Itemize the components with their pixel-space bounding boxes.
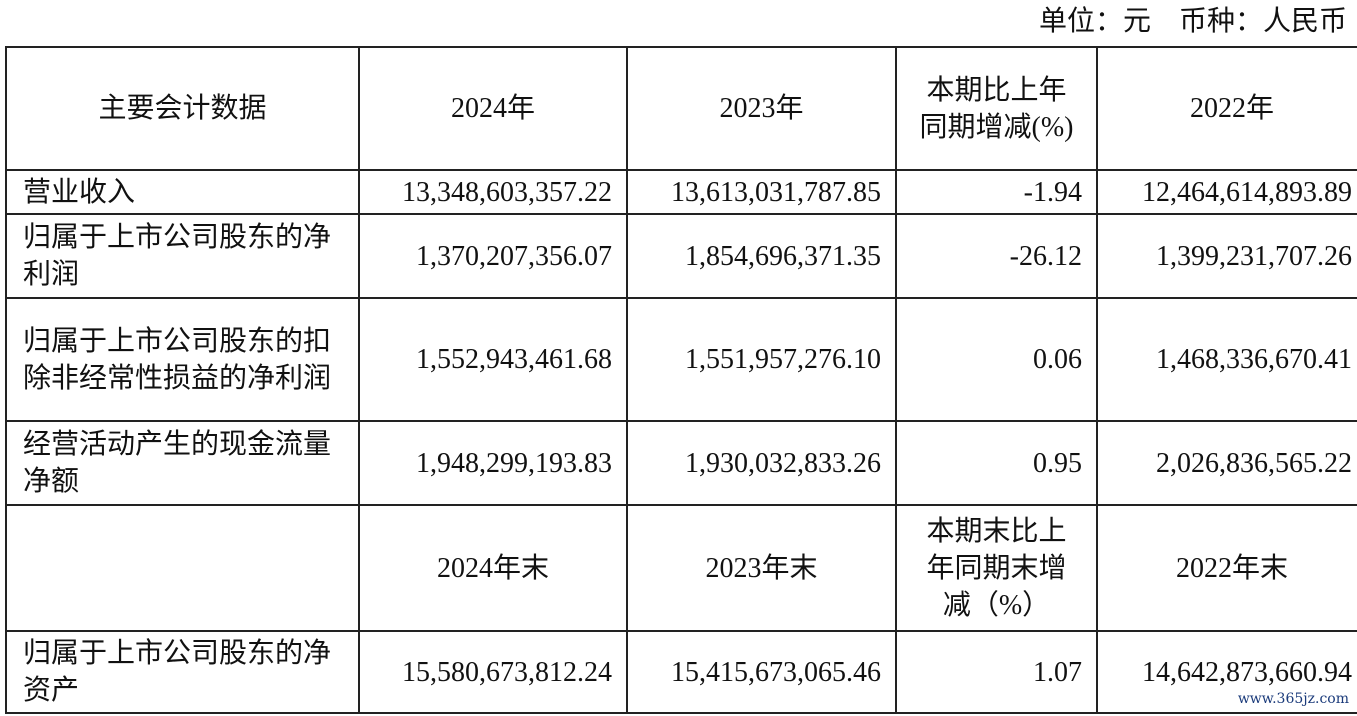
- header-metric-blank: [5, 504, 360, 632]
- header-2023-end: 2023年末: [626, 504, 897, 632]
- value-2023: 1,930,032,833.26: [626, 420, 897, 506]
- table-row: 归属于上市公司股东的扣除非经常性损益的净利润 1,552,943,461.68 …: [5, 297, 1357, 422]
- value-2023: 1,854,696,371.35: [626, 213, 897, 299]
- key-accounting-data-table: 主要会计数据 2024年 2023年 本期比上年同期增减(%) 2022年 营业…: [5, 46, 1357, 714]
- row-label: 归属于上市公司股东的净利润: [5, 213, 360, 299]
- header-row-annual: 主要会计数据 2024年 2023年 本期比上年同期增减(%) 2022年: [5, 46, 1357, 171]
- header-2022: 2022年: [1096, 46, 1357, 171]
- value-change: 0.95: [895, 420, 1098, 506]
- unit-currency-note: 单位：元 币种：人民币: [1038, 6, 1347, 37]
- header-2023: 2023年: [626, 46, 897, 171]
- header-2024-end: 2024年末: [358, 504, 628, 632]
- value-2022-end: 14,642,873,660.94: [1096, 630, 1357, 714]
- row-label: 归属于上市公司股东的净资产: [5, 630, 360, 714]
- table-row: 归属于上市公司股东的净利润 1,370,207,356.07 1,854,696…: [5, 213, 1357, 299]
- table-row: 营业收入 13,348,603,357.22 13,613,031,787.85…: [5, 169, 1357, 215]
- value-2023: 1,551,957,276.10: [626, 297, 897, 422]
- value-change: -26.12: [895, 213, 1098, 299]
- value-change-end: 1.07: [895, 630, 1098, 714]
- row-label: 营业收入: [5, 169, 360, 215]
- value-2022: 12,464,614,893.89: [1096, 169, 1357, 215]
- header-2024: 2024年: [358, 46, 628, 171]
- value-2024: 1,948,299,193.83: [358, 420, 628, 506]
- value-2024-end: 15,580,673,812.24: [358, 630, 628, 714]
- table-row: 经营活动产生的现金流量净额 1,948,299,193.83 1,930,032…: [5, 420, 1357, 506]
- header-row-period-end: 2024年末 2023年末 本期末比上年同期末增减（%） 2022年末: [5, 504, 1357, 632]
- value-2022: 2,026,836,565.22: [1096, 420, 1357, 506]
- value-2024: 1,370,207,356.07: [358, 213, 628, 299]
- value-2024: 13,348,603,357.22: [358, 169, 628, 215]
- row-label: 归属于上市公司股东的扣除非经常性损益的净利润: [5, 297, 360, 422]
- value-2023: 13,613,031,787.85: [626, 169, 897, 215]
- value-change: 0.06: [895, 297, 1098, 422]
- header-change: 本期比上年同期增减(%): [895, 46, 1098, 171]
- header-metric: 主要会计数据: [5, 46, 360, 171]
- table-row: 归属于上市公司股东的净资产 15,580,673,812.24 15,415,6…: [5, 630, 1357, 714]
- value-2024: 1,552,943,461.68: [358, 297, 628, 422]
- value-2022: 1,399,231,707.26: [1096, 213, 1357, 299]
- value-change: -1.94: [895, 169, 1098, 215]
- watermark: www.365jz.com: [1237, 691, 1349, 707]
- value-2023-end: 15,415,673,065.46: [626, 630, 897, 714]
- header-2022-end: 2022年末: [1096, 504, 1357, 632]
- header-change-end: 本期末比上年同期末增减（%）: [895, 504, 1098, 632]
- row-label: 经营活动产生的现金流量净额: [5, 420, 360, 506]
- value-2022: 1,468,336,670.41: [1096, 297, 1357, 422]
